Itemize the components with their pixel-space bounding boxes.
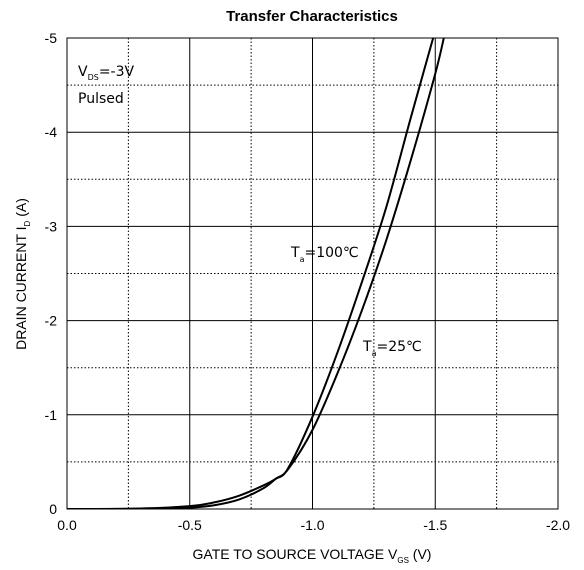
y-tick-label: 0 bbox=[49, 501, 57, 517]
vds-subscript: DS bbox=[88, 73, 99, 82]
x-tick-label: -1.0 bbox=[300, 517, 324, 533]
x-axis-label: GATE TO SOURCE VOLTAGE VGS (V) bbox=[193, 546, 432, 565]
series-label-25c-value: =25℃ bbox=[376, 339, 421, 355]
x-tick-label: 0.0 bbox=[57, 517, 77, 533]
x-tick-label: -0.5 bbox=[178, 517, 202, 533]
curves-group bbox=[67, 38, 445, 509]
chart-title: Transfer Characteristics bbox=[226, 8, 398, 25]
vds-value: =-3V bbox=[99, 64, 135, 80]
y-tick-label: -5 bbox=[45, 30, 58, 46]
curve-ta-25c bbox=[67, 38, 445, 509]
y-tick-labels: 0 -1 -2 -3 -4 -5 bbox=[45, 30, 58, 517]
series-label-25c-sub: a bbox=[372, 349, 377, 358]
y-tick-label: -2 bbox=[45, 313, 58, 329]
y-tick-label: -1 bbox=[45, 407, 58, 423]
x-tick-label: -1.5 bbox=[423, 517, 447, 533]
y-tick-label: -4 bbox=[45, 124, 58, 140]
y-axis-label-sub: D bbox=[23, 220, 32, 226]
y-axis-label-main: DRAIN CURRENT I bbox=[13, 226, 29, 349]
grid-lines bbox=[67, 38, 558, 509]
series-label-100c-sub: a bbox=[300, 255, 305, 264]
series-label-100c-main: T bbox=[290, 245, 300, 261]
series-label-25c-main: T bbox=[362, 339, 372, 355]
series-label-25c: Ta=25℃ bbox=[362, 339, 422, 358]
plot-frame bbox=[66, 37, 559, 510]
x-tick-label: -2.0 bbox=[546, 517, 570, 533]
series-label-100c: Ta=100℃ bbox=[290, 245, 359, 264]
series-label-100c-value: =100℃ bbox=[304, 245, 358, 261]
y-tick-label: -3 bbox=[45, 218, 58, 234]
vds-prefix: V bbox=[78, 64, 88, 80]
x-tick-labels: 0.0 -0.5 -1.0 -1.5 -2.0 bbox=[57, 517, 570, 533]
vds-condition-label: VDS=-3V bbox=[78, 64, 135, 82]
y-axis-label-unit: (A) bbox=[13, 198, 29, 221]
x-axis-label-unit: (V) bbox=[409, 546, 432, 562]
pulsed-label: Pulsed bbox=[78, 91, 124, 107]
x-axis-label-main: GATE TO SOURCE VOLTAGE V bbox=[193, 546, 399, 562]
y-axis-label: DRAIN CURRENT ID (A) bbox=[13, 198, 32, 350]
x-axis-label-sub: GS bbox=[397, 556, 409, 565]
